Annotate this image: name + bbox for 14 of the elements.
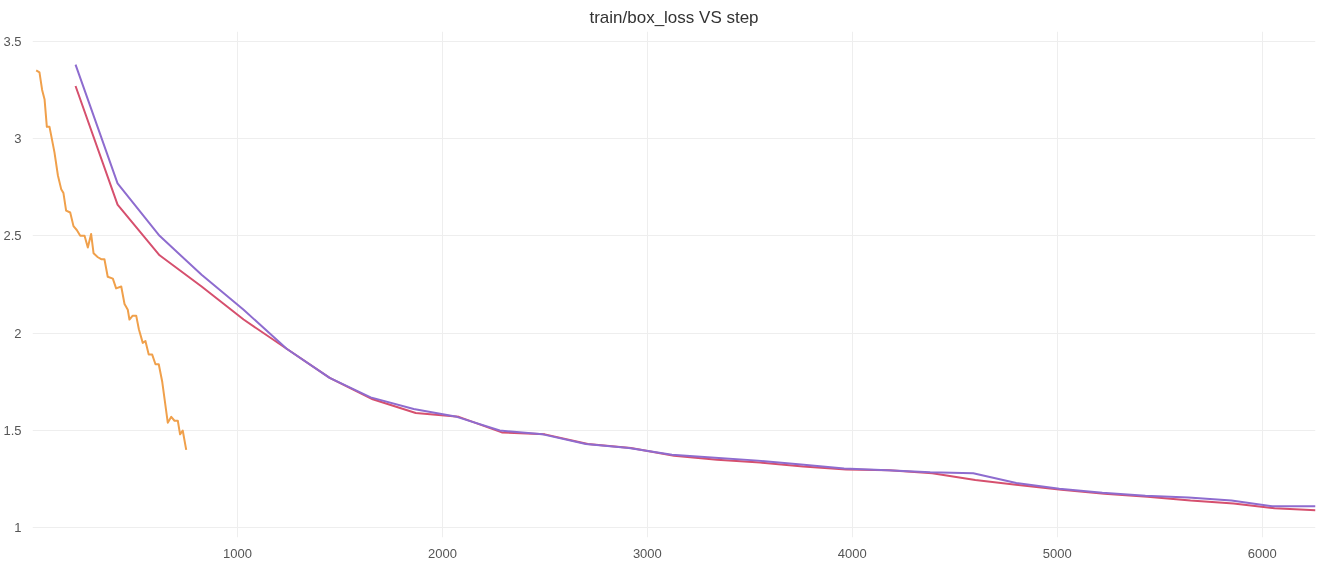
x-tick-label: 4000 [837, 545, 867, 561]
x-tick-label: 5000 [1042, 545, 1072, 561]
chart-title: train/box_loss VS step [589, 7, 759, 27]
x-tick-label: 2000 [427, 545, 457, 561]
y-tick-label: 1 [14, 520, 22, 536]
y-tick-label: 3.5 [3, 33, 22, 49]
x-tick-label: 6000 [1247, 545, 1277, 561]
x-tick-label: 3000 [632, 545, 662, 561]
line-series [35, 69, 188, 451]
y-tick-label: 2.5 [3, 228, 22, 244]
x-tick-label: 1000 [222, 545, 252, 561]
y-tick-label: 3 [14, 131, 22, 147]
y-tick-label: 2 [14, 325, 22, 341]
y-tick-label: 1.5 [3, 422, 22, 438]
